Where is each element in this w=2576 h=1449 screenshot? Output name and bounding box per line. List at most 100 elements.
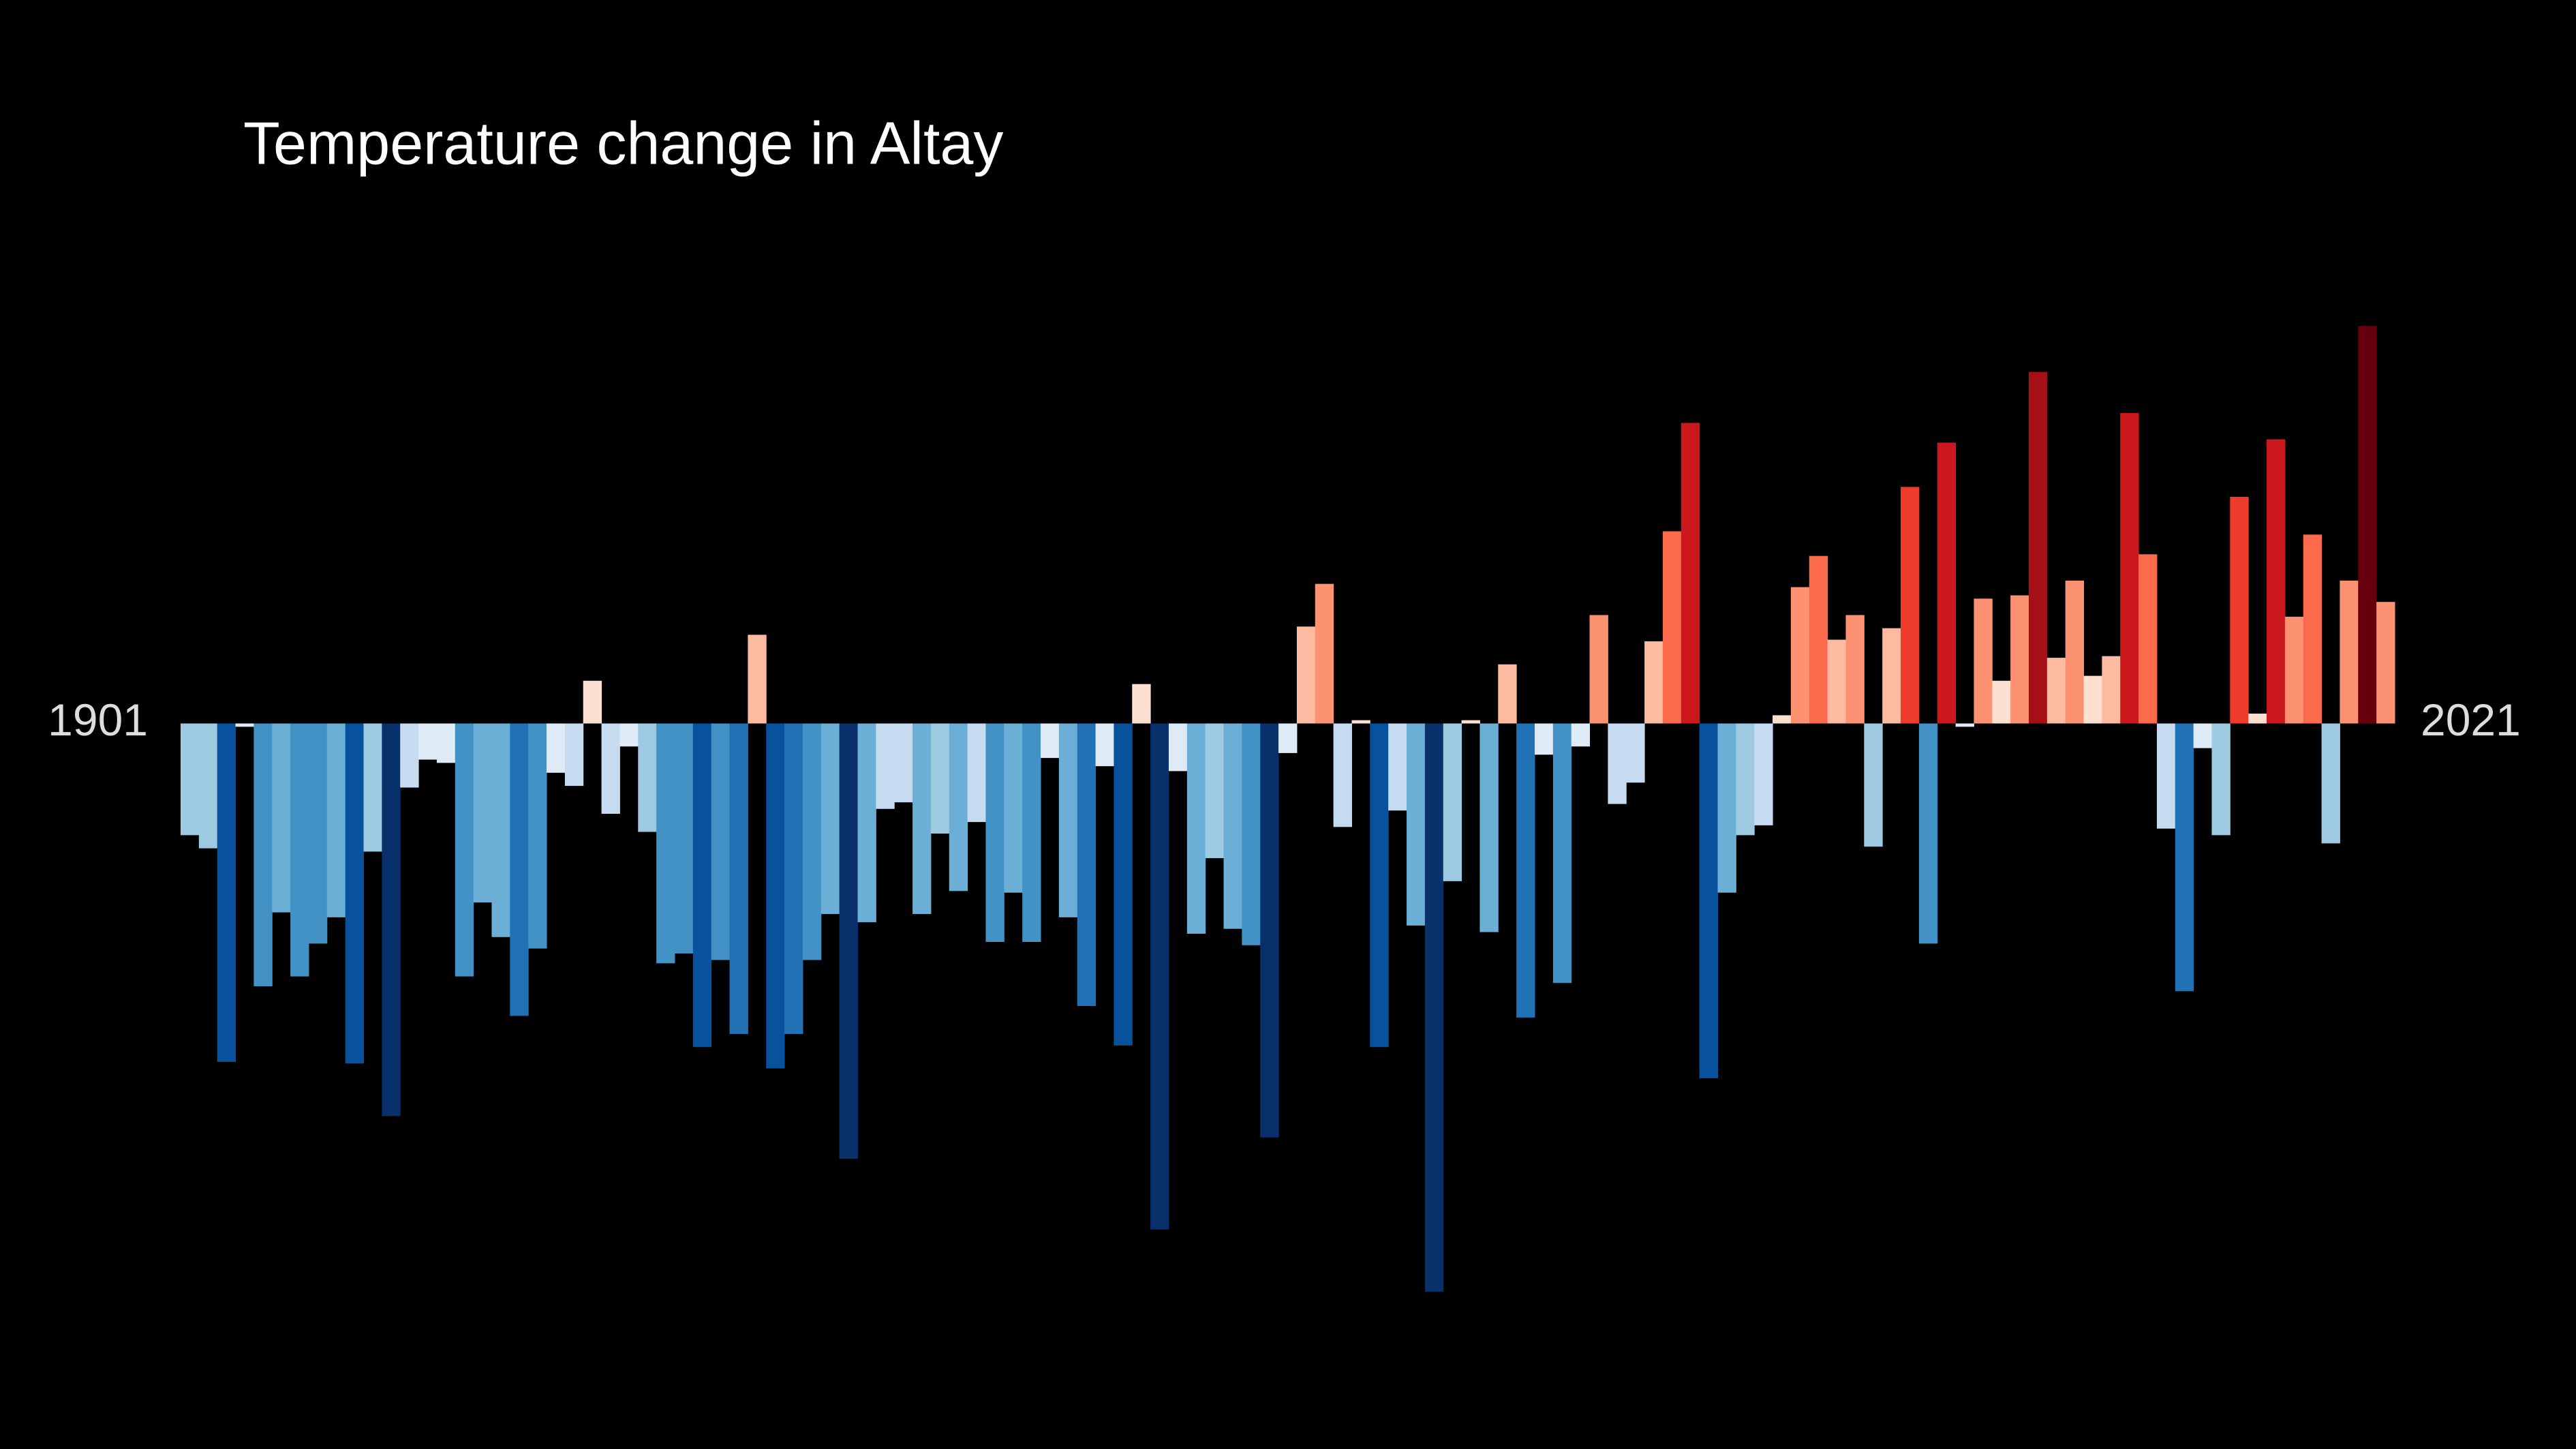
bar [857, 723, 876, 923]
bar [2248, 714, 2267, 724]
bar [1516, 723, 1535, 1018]
bar [1004, 723, 1023, 893]
bar [564, 723, 584, 787]
bar [1790, 587, 1810, 724]
bar [766, 723, 785, 1069]
bar [1754, 723, 1773, 825]
bar [1022, 723, 1041, 943]
bar [1479, 723, 1499, 932]
bar [1351, 720, 1370, 724]
bar [967, 723, 986, 823]
x-tick-label: 1901 [48, 695, 148, 745]
bar [748, 635, 767, 724]
bar [1150, 723, 1169, 1230]
bar [1918, 723, 1938, 944]
bar [985, 723, 1005, 943]
bar [235, 723, 254, 727]
bar [1077, 723, 1097, 1007]
bar [638, 723, 657, 832]
bar [2358, 326, 2377, 724]
bar [2065, 580, 2085, 724]
bar [802, 723, 822, 960]
bar [2120, 413, 2139, 724]
bar [1242, 723, 1261, 945]
bar [436, 723, 456, 763]
bar [2046, 658, 2066, 724]
bar [2010, 595, 2029, 724]
bar [1058, 723, 1078, 917]
bar [619, 723, 639, 747]
bar [491, 723, 510, 937]
bar [308, 723, 328, 944]
bar [363, 723, 382, 852]
bar [2138, 554, 2158, 724]
bar [1681, 423, 1700, 724]
bar [1845, 615, 1865, 724]
bar [674, 723, 694, 954]
bar [400, 723, 419, 788]
bar [692, 723, 712, 1048]
bar [821, 723, 840, 915]
bar [1296, 626, 1316, 724]
bar [2102, 656, 2121, 724]
bar [1461, 720, 1480, 724]
bar [930, 723, 950, 834]
bar [2303, 534, 2322, 724]
bar [1186, 723, 1206, 934]
bar [290, 723, 309, 977]
bar [254, 723, 273, 987]
bar [1278, 723, 1298, 753]
bar [1882, 628, 1901, 724]
bar [1114, 723, 1133, 1046]
bar [601, 723, 620, 814]
bar [528, 723, 547, 949]
bar [913, 723, 932, 915]
bar [1552, 723, 1572, 983]
bar [1571, 723, 1591, 747]
bar [1095, 723, 1114, 767]
bar [876, 723, 895, 809]
bar [2267, 439, 2286, 724]
bar [1717, 723, 1736, 893]
bar [711, 723, 731, 960]
bar [455, 723, 474, 977]
bar [1736, 723, 1755, 836]
bar [2230, 496, 2249, 724]
bar [1974, 598, 1993, 724]
bar [418, 723, 438, 760]
bar [547, 723, 566, 773]
bar [1955, 723, 1974, 727]
bar [272, 723, 291, 913]
bar [326, 723, 346, 917]
bar [382, 723, 401, 1116]
bar [1699, 723, 1719, 1079]
bar [1260, 723, 1279, 1138]
bar [1534, 723, 1554, 755]
bar [2083, 675, 2102, 724]
bar [1370, 723, 1389, 1048]
bar [1388, 723, 1407, 811]
bar [1589, 615, 1608, 724]
bar [1773, 715, 1792, 724]
bar [1809, 555, 1828, 724]
bar [473, 723, 492, 903]
bar [345, 723, 365, 1064]
bar [1864, 723, 1883, 847]
bar [784, 723, 803, 1034]
bar [2211, 723, 2230, 836]
bar [1443, 723, 1462, 881]
bar [198, 723, 218, 849]
bar [1608, 723, 1627, 804]
bar [1827, 639, 1846, 724]
bar [1041, 723, 1060, 759]
bar [656, 723, 675, 964]
bar [1315, 583, 1334, 724]
bar [1424, 723, 1444, 1292]
bar [1626, 723, 1645, 783]
bar [1132, 684, 1151, 724]
bar [217, 723, 236, 1062]
bar [2321, 723, 2340, 844]
bar [2284, 616, 2304, 724]
bar [2028, 371, 2048, 724]
